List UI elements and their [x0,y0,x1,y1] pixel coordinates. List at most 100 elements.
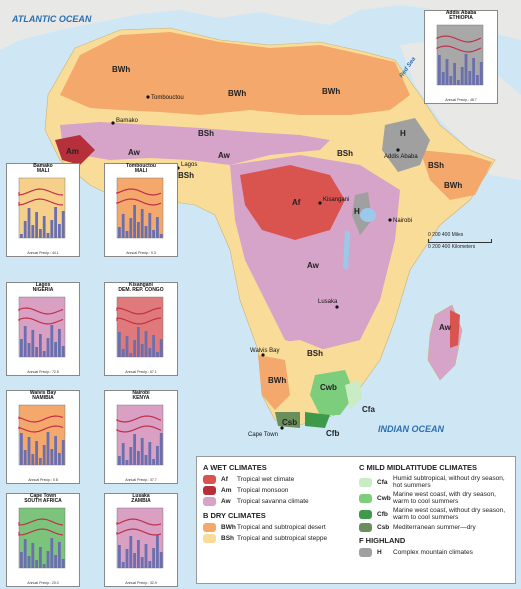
precip-bar [58,542,61,568]
temp-curve [116,188,162,196]
precip-bar [27,437,31,465]
temp-curve [436,35,482,43]
temp-curve [18,188,64,196]
monsoon-zone [55,135,95,165]
temp-curve [18,415,64,423]
csb-zone [275,412,300,428]
climograph-precip: Annual Precip.: 48.7 [445,98,477,102]
climograph-country: DEM. REP. CONGO [118,287,164,293]
legend-head-c: C MILD MIDLATITUDE CLIMATES [359,463,478,472]
precip-bar [152,230,155,238]
precip-bar [121,562,125,568]
zone-label: BWh [228,89,246,98]
precip-bar [23,450,27,465]
precip-bar [46,551,50,568]
climograph-plot [116,296,164,358]
legend-row-am: Am Tropical monsoon [203,486,353,495]
climograph-country: MALI [134,168,148,174]
city-label: Walvis Bay [250,348,279,354]
climograph-plot [18,177,66,239]
swatch [359,477,372,487]
legend-row-cwb: Cwb Marine west coast, with dry season, w… [359,491,509,505]
city-label: Nairobi [393,218,412,224]
precip-bar [144,544,148,568]
climograph-precip: Annual Precip.: 20.0 [27,581,59,585]
temp-curve [116,198,162,206]
desc: Tropical monsoon [237,487,289,494]
zone-label: BWh [444,181,462,190]
precip-bar [58,224,61,238]
city-label: Bamako [116,118,139,124]
climograph-city: Tombouctou [126,163,156,169]
desc: Marine west coast, with dry season, warm… [393,491,496,505]
indian-label: INDIAN OCEAN [378,424,445,434]
zone-label: Aw [128,148,141,157]
climograph-title: Addis Ababa ETHIOPIA [425,11,497,21]
precip-bar [42,564,46,568]
legend-row-h: H Complex mountain climates [359,548,509,557]
legend-row-af: Af Tropical wet climate [203,475,353,484]
code: Cfa [377,478,388,486]
precip-bar [35,441,38,465]
precip-bar [20,339,23,357]
code: BSh [221,535,234,542]
precip-bar [159,339,163,357]
precip-bar [42,445,46,465]
precip-bar [125,549,129,568]
precip-bar [31,543,35,568]
precip-bar [50,325,54,357]
legend-row-cfa: Cfa Humid subtropical, without dry season… [359,475,509,489]
climograph-country: NAMIBIA [32,395,54,401]
temp-curve [116,528,162,536]
precip-bar [438,55,441,85]
precip-bar [137,451,140,465]
precip-bar [125,231,129,238]
climograph-precip: Annual Precip.: 0.8 [28,478,58,482]
precip-bar [61,346,65,357]
precip-bar [54,555,57,568]
precip-bar [156,535,159,568]
precip-bar [54,342,57,357]
precip-bar [27,343,31,357]
precip-bar [137,540,140,568]
precip-bar [140,344,144,357]
precip-bar [54,207,57,238]
climograph-precip: Annual Precip.: 37.7 [125,478,157,482]
legend-col-left: A WET CLIMATES Af Tropical wet climate Am… [203,463,353,545]
zone-label: Cfa [362,405,375,414]
temp-curve [116,425,162,433]
climograph-plot [116,177,164,239]
precip-bar [472,58,475,85]
climograph-precip: Annual Precip.: 67.1 [125,370,157,374]
precip-bar [133,434,136,465]
climograph-country: SOUTH AFRICA [24,498,62,504]
precip-bar [23,221,27,238]
plot-bg [116,404,164,466]
precip-bar [54,436,57,465]
precip-bar [35,560,38,568]
precip-bar [27,556,31,568]
climograph-city: Lusaka [132,493,150,499]
climograph-city: Cape Town [29,493,57,499]
zone-label: BSh [178,171,194,180]
precip-bar [129,447,133,465]
temp-curve [116,317,162,325]
precip-bar [23,539,27,568]
precip-bar [121,214,125,238]
precip-bar [42,351,46,357]
precip-bar [479,62,483,85]
temp-curve [18,198,64,206]
desc: Mediterranean summer—dry [393,524,476,531]
precip-bar [46,432,50,465]
city-dot [261,353,265,357]
precip-bar [460,67,464,85]
city-dot [388,218,392,222]
precip-bar [137,222,140,238]
precip-bar [39,229,42,238]
city-label: Kisangani [323,197,349,203]
precip-bar [152,459,155,465]
zone-label: H [354,207,360,216]
precip-bar [50,220,54,238]
precip-bar [129,536,133,568]
